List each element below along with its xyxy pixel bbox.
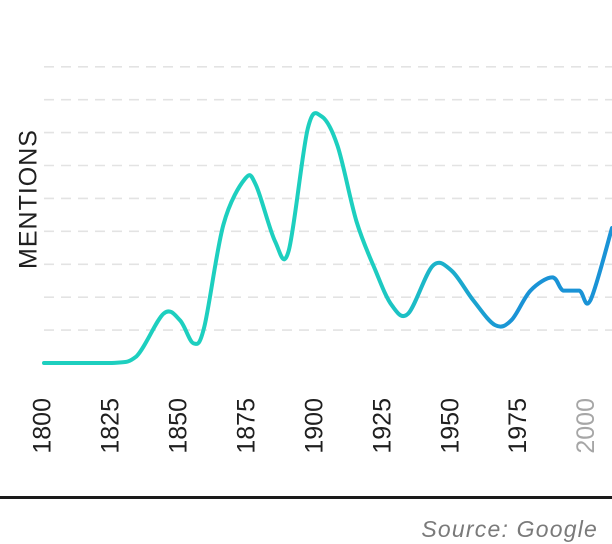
x-tick-label: 2000	[572, 398, 600, 454]
gridlines	[44, 66, 612, 331]
x-tick-label: 1875	[232, 398, 260, 454]
x-tick-label: 1850	[165, 398, 193, 454]
x-tick-label: 1925	[368, 398, 396, 454]
x-tick-label: 1800	[29, 398, 57, 454]
x-axis-ticks: 1800 1825 1850 1875 1900 1925 1950 1975 2000	[29, 398, 601, 454]
source-credit: Source: Google	[421, 516, 598, 542]
x-tick-label: 1900	[300, 398, 328, 454]
x-tick-label: 1975	[504, 398, 532, 454]
x-tick-label: 1950	[436, 398, 464, 454]
y-axis-title: MENTIONS	[15, 129, 43, 269]
x-tick-label: 1825	[97, 398, 125, 454]
series-line	[42, 111, 612, 366]
